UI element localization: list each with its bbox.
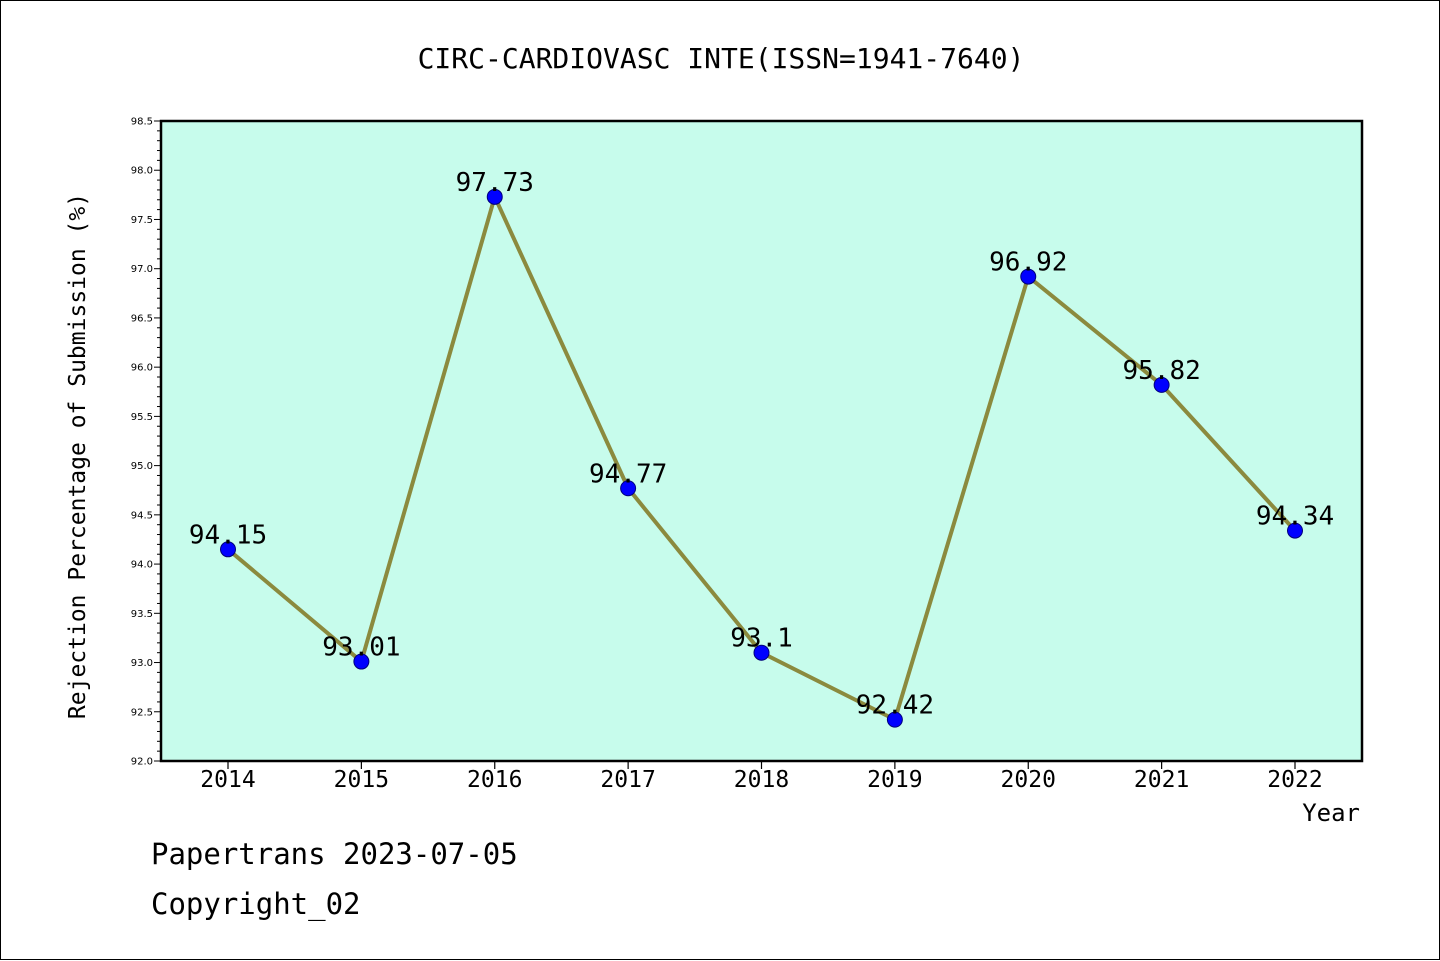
x-tick-label: 2014	[200, 767, 255, 793]
y-tick-label: 98.0	[131, 166, 153, 177]
data-point	[220, 541, 236, 558]
data-label: 94.15	[189, 520, 267, 550]
data-label: 93.01	[322, 633, 400, 663]
data-point	[1287, 522, 1303, 539]
data-label: 94.34	[1256, 502, 1334, 532]
data-point	[620, 480, 637, 497]
x-tick-label: 2016	[467, 767, 522, 793]
plot-area	[159, 119, 1364, 763]
x-tick-label: 2019	[867, 767, 922, 793]
data-point	[353, 653, 370, 670]
x-tick-label: 2022	[1267, 767, 1322, 793]
y-axis: 92.0 92.5 93.0 93.5 94.0 94.5 95.0 95.5 96.0 96.5…	[131, 117, 161, 768]
y-tick-label: 92.5	[131, 707, 153, 718]
data-point	[886, 711, 903, 728]
y-tick-label: 93.5	[131, 609, 153, 620]
x-tick-label: 2015	[334, 767, 389, 793]
y-tick-label: 98.5	[131, 117, 153, 128]
y-tick-label: 92.0	[131, 757, 153, 768]
y-tick-label: 96.5	[131, 313, 153, 324]
series-group: 94.15 93.01 97.73 94.77 93.1 92.42 96.92 95.82 9…	[189, 168, 1334, 728]
footer-date: Papertrans 2023-07-05	[151, 837, 518, 871]
y-axis-label: Rejection Percentage of Submission (%)	[65, 193, 91, 719]
y-tick-label: 95.0	[131, 461, 153, 472]
data-label: 96.92	[989, 248, 1067, 278]
x-axis: 2014 2015 2016 2017 2018 2019 2020 2021 2022	[200, 761, 1323, 793]
data-point	[1020, 268, 1037, 285]
y-tick-label: 95.5	[131, 412, 153, 423]
chart-title: CIRC-CARDIOVASC INTE(ISSN=1941-7640)	[418, 42, 1025, 75]
x-tick-label: 2020	[1001, 767, 1056, 793]
data-point	[486, 188, 503, 205]
y-tick-label: 96.0	[131, 363, 153, 374]
y-tick-label: 94.0	[131, 560, 153, 571]
x-tick-label: 2017	[600, 767, 655, 793]
x-axis-label: Year	[1302, 799, 1360, 827]
data-label: 92.42	[856, 691, 934, 721]
x-tick-label: 2021	[1134, 767, 1189, 793]
data-label: 95.82	[1122, 356, 1200, 386]
data-label: 93.1	[730, 624, 793, 654]
data-point	[753, 644, 770, 661]
data-label: 94.77	[589, 459, 667, 489]
y-tick-label: 94.5	[131, 510, 153, 521]
data-point	[1153, 376, 1170, 393]
y-tick-label: 93.0	[131, 658, 153, 669]
y-tick-label: 97.0	[131, 264, 153, 275]
y-tick-label: 97.5	[131, 215, 153, 226]
footer-copyright: Copyright_02	[151, 887, 361, 921]
data-label: 97.73	[456, 168, 534, 198]
x-tick-label: 2018	[734, 767, 789, 793]
